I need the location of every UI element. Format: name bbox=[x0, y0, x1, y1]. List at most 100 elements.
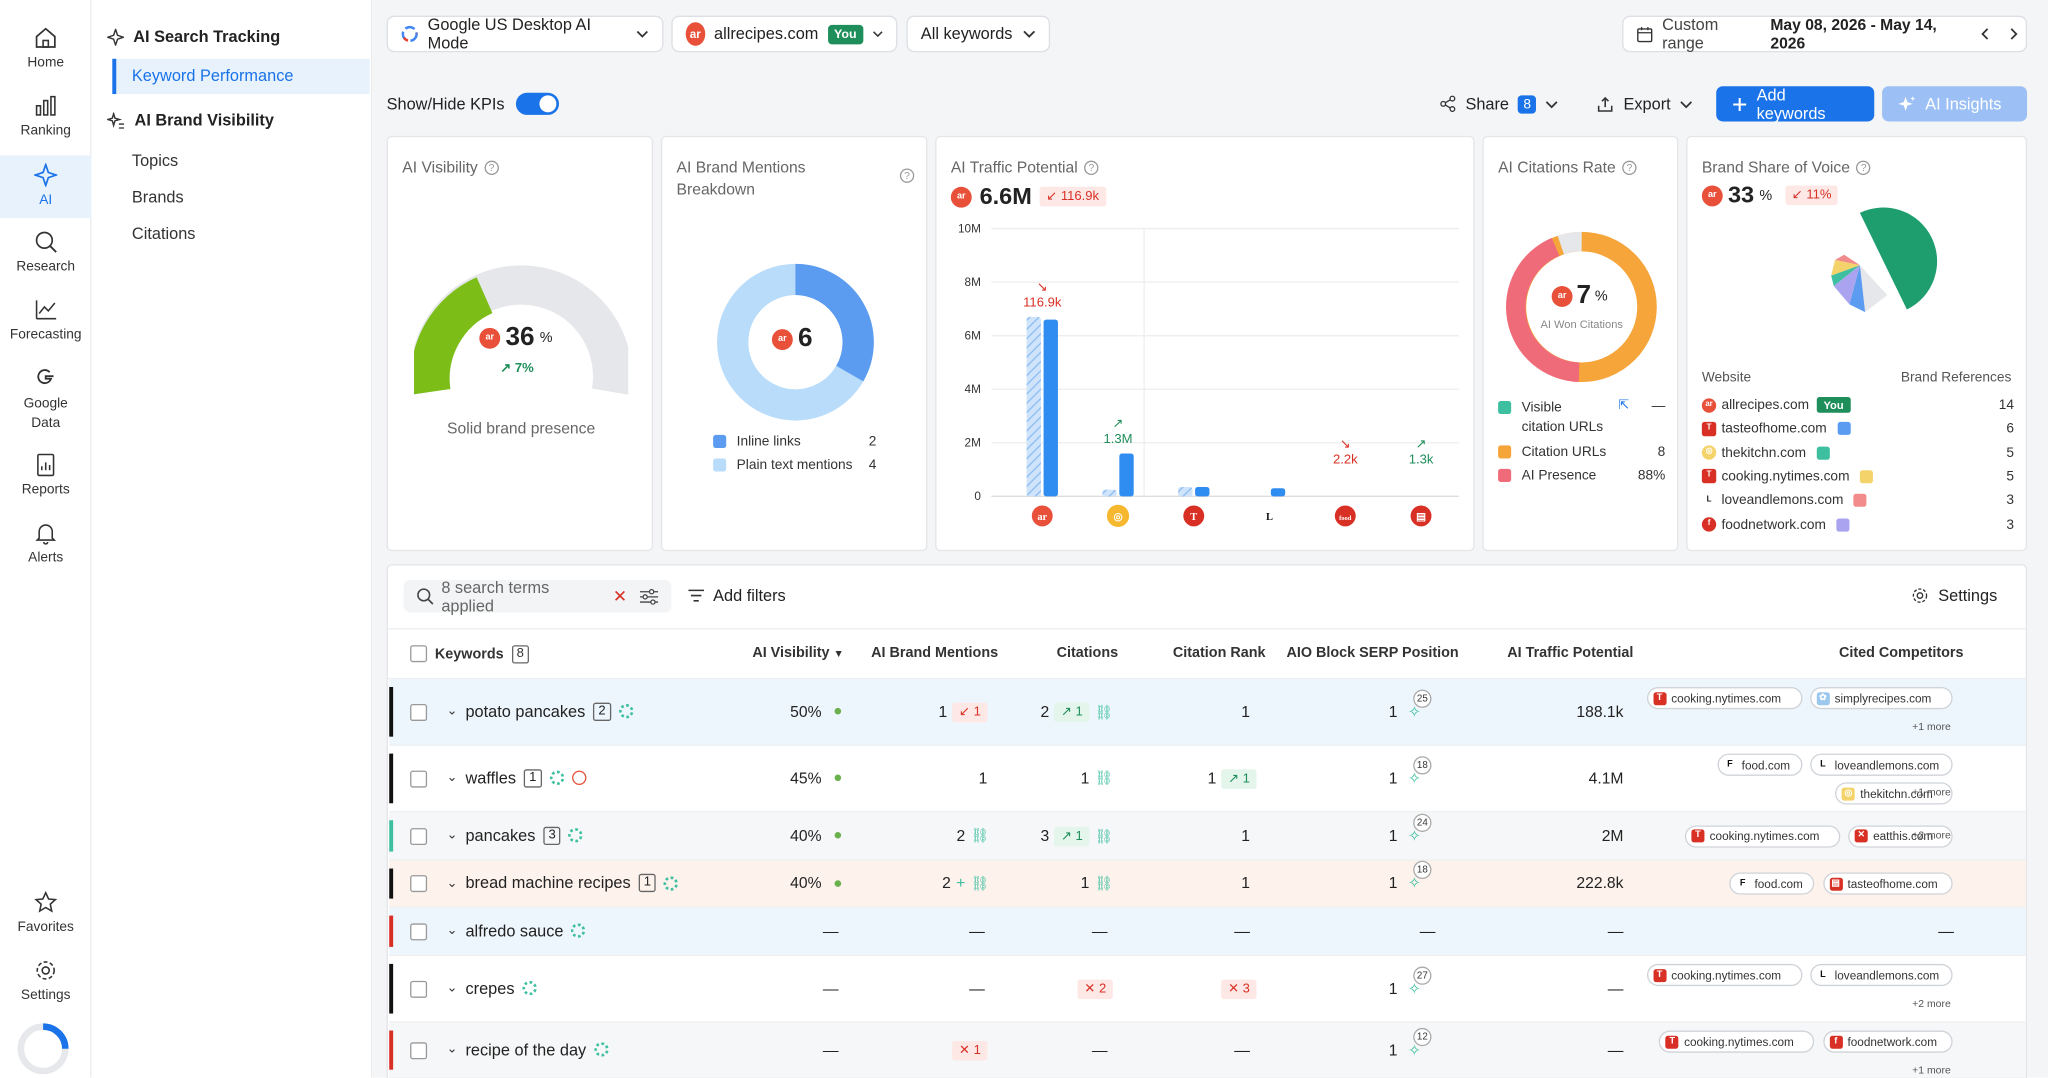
expand-chevron-icon[interactable]: ⌄ bbox=[446, 980, 458, 996]
help-icon[interactable]: ? bbox=[1084, 160, 1099, 176]
header-cited-competitors[interactable]: Cited Competitors bbox=[1838, 645, 1964, 661]
header-serp-position[interactable]: AIO Block SERP Position bbox=[1286, 645, 1459, 661]
toggle-switch[interactable] bbox=[516, 92, 560, 115]
keyword-cell[interactable]: ⌄ alfredo sauce bbox=[446, 921, 586, 940]
keyword-cell[interactable]: ⌄ potato pancakes 2 bbox=[446, 702, 634, 721]
nav-ai-brand-visibility[interactable]: AI Brand Visibility bbox=[107, 111, 274, 129]
nav-keyword-performance[interactable]: Keyword Performance bbox=[112, 58, 370, 95]
rail-ai[interactable]: AI bbox=[0, 155, 92, 219]
select-all-checkbox[interactable] bbox=[410, 645, 428, 663]
help-icon[interactable]: ? bbox=[899, 168, 915, 183]
table-settings-button[interactable]: Settings bbox=[1911, 577, 1997, 612]
header-citation-rank[interactable]: Citation Rank bbox=[1172, 645, 1266, 661]
search-terms-input[interactable]: 8 search terms applied ✕ bbox=[403, 578, 672, 615]
traffic-bar[interactable] bbox=[1102, 489, 1117, 497]
traffic-bar[interactable] bbox=[1195, 486, 1210, 497]
traffic-bar[interactable] bbox=[1119, 453, 1134, 497]
row-checkbox[interactable] bbox=[410, 922, 428, 940]
rail-settings[interactable]: Settings bbox=[0, 959, 91, 1003]
chevron-right-icon[interactable] bbox=[2008, 27, 2021, 40]
share-button[interactable]: Share 8 bbox=[1439, 86, 1558, 121]
engine-select[interactable]: Google US Desktop AI Mode bbox=[386, 15, 664, 53]
visibility-value: — bbox=[822, 978, 839, 998]
export-button[interactable]: Export bbox=[1596, 86, 1693, 121]
range-value: May 08, 2026 - May 14, 2026 bbox=[1770, 15, 1937, 53]
more-competitors-link[interactable]: +1 more bbox=[1912, 786, 1951, 799]
keyword-cell[interactable]: ⌄ recipe of the day bbox=[446, 1040, 609, 1059]
help-icon[interactable]: ? bbox=[1856, 160, 1871, 176]
expand-chevron-icon[interactable]: ⌄ bbox=[446, 1042, 458, 1057]
domain-select[interactable]: ar allrecipes.com You bbox=[671, 15, 898, 53]
keyword-cell[interactable]: ⌄ crepes bbox=[447, 979, 537, 997]
competitor-chip[interactable]: ◎ thekitchn.com bbox=[1835, 782, 1953, 805]
competitor-chip[interactable]: ✕ eatthis.com bbox=[1848, 824, 1953, 848]
row-checkbox[interactable] bbox=[410, 875, 428, 893]
expand-chevron-icon[interactable]: ⌄ bbox=[446, 703, 458, 719]
keywords-filter-select[interactable]: All keywords bbox=[906, 15, 1051, 53]
rail-favorites[interactable]: Favorites bbox=[0, 890, 91, 935]
ai-insights-button[interactable]: AI Insights bbox=[1882, 86, 2028, 122]
row-checkbox[interactable] bbox=[410, 703, 428, 721]
rail-ranking[interactable]: Ranking bbox=[0, 94, 91, 138]
row-checkbox[interactable] bbox=[410, 827, 428, 845]
expand-chevron-icon[interactable]: ⌄ bbox=[446, 923, 458, 938]
nav-ai-search-tracking[interactable]: AI Search Tracking bbox=[107, 27, 280, 46]
nav-brands[interactable]: Brands bbox=[131, 188, 184, 207]
row-checkbox[interactable] bbox=[410, 980, 428, 998]
allrecipes-logo-icon: ar bbox=[479, 327, 501, 349]
chevron-left-icon[interactable] bbox=[1978, 27, 1991, 40]
traffic-bar[interactable] bbox=[1043, 319, 1058, 497]
competitor-chip[interactable]: ▤ tasteofhome.com bbox=[1822, 872, 1953, 895]
table-row[interactable] bbox=[389, 907, 2026, 957]
expand-chevron-icon[interactable]: ⌄ bbox=[446, 875, 458, 891]
rail-forecasting[interactable]: Forecasting bbox=[0, 298, 91, 342]
pin-icon[interactable]: ⇱ bbox=[1618, 398, 1630, 413]
rail-alerts[interactable]: Alerts bbox=[0, 521, 91, 566]
clear-icon[interactable]: ✕ bbox=[612, 585, 628, 606]
rail-google-data[interactable]: Google Data bbox=[0, 366, 91, 434]
expand-chevron-icon[interactable]: ⌄ bbox=[446, 770, 458, 785]
expand-chevron-icon[interactable]: ⌄ bbox=[446, 828, 458, 843]
row-checkbox[interactable] bbox=[410, 1041, 428, 1059]
keyword-cell[interactable]: ⌄ bread machine recipes 1 bbox=[446, 873, 679, 893]
traffic-bar[interactable] bbox=[1270, 488, 1286, 497]
header-traffic-potential[interactable]: AI Traffic Potential bbox=[1507, 645, 1634, 661]
more-competitors-link[interactable]: +1 more bbox=[1912, 1064, 1951, 1077]
more-competitors-link[interactable]: +2 more bbox=[1912, 997, 1951, 1010]
more-competitors-link[interactable]: +1 more bbox=[1912, 720, 1951, 733]
rail-research[interactable]: Research bbox=[0, 230, 91, 274]
header-keywords[interactable]: Keywords 8 bbox=[435, 645, 530, 664]
keyword-cell[interactable]: ⌄ pancakes 3 bbox=[446, 826, 584, 845]
kpi-toggle[interactable]: Show/Hide KPIs bbox=[387, 86, 560, 121]
date-range-picker[interactable]: Custom range May 08, 2026 - May 14, 2026 bbox=[1622, 15, 2028, 53]
nav-topics[interactable]: Topics bbox=[131, 151, 179, 170]
help-icon[interactable]: ? bbox=[484, 160, 499, 176]
competitor-chip[interactable]: ✿ simplyrecipes.com bbox=[1809, 687, 1953, 710]
header-ai-visibility[interactable]: AI Visibility ▼ bbox=[752, 645, 844, 661]
more-competitors-link[interactable]: +2 more bbox=[1912, 828, 1951, 841]
site-logo-icon: f bbox=[1701, 517, 1717, 532]
keyword-cell[interactable]: ⌄ waffles 1 bbox=[446, 768, 586, 787]
nav-citations[interactable]: Citations bbox=[131, 224, 196, 243]
competitor-chip[interactable]: f foodnetwork.com bbox=[1822, 1030, 1953, 1053]
header-citations[interactable]: Citations bbox=[1056, 645, 1119, 661]
header-brand-mentions[interactable]: AI Brand Mentions bbox=[871, 645, 999, 661]
rail-reports[interactable]: Reports bbox=[0, 453, 91, 498]
filter-sliders-icon[interactable] bbox=[640, 588, 659, 605]
add-filters-button[interactable]: Add filters bbox=[688, 577, 786, 612]
traffic-bar[interactable] bbox=[1026, 316, 1041, 497]
add-keywords-button[interactable]: Add keywords bbox=[1716, 86, 1875, 122]
rail-home[interactable]: Home bbox=[0, 26, 91, 71]
traffic-bar[interactable] bbox=[1178, 486, 1193, 497]
row-checkbox[interactable] bbox=[410, 769, 428, 787]
help-icon[interactable]: ? bbox=[1622, 160, 1637, 176]
